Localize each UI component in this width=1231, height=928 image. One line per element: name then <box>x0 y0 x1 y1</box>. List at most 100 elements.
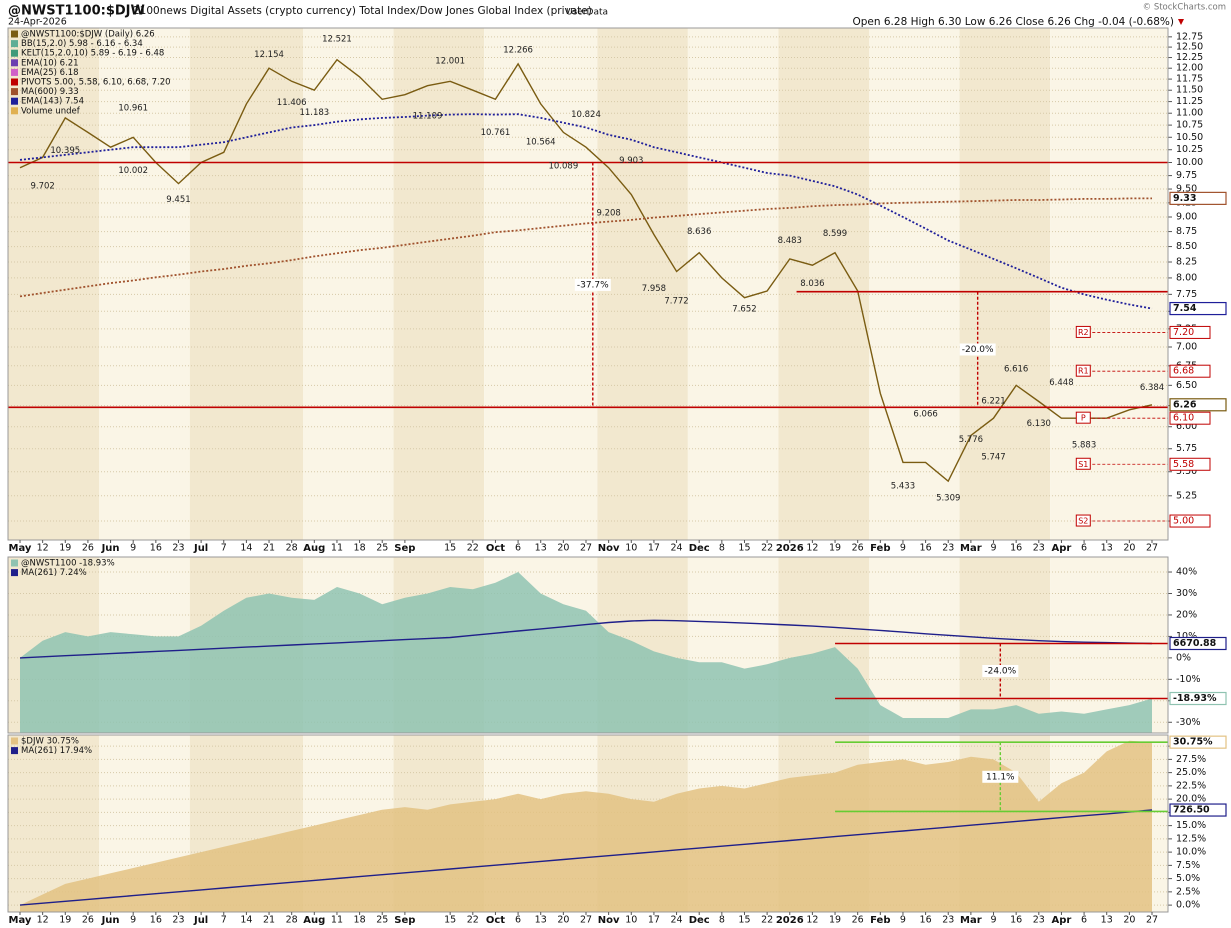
legend-label: EMA(143) 7.54 <box>21 97 84 107</box>
y-tick-label: 22.5% <box>1176 780 1206 791</box>
y-tick-label: 15.0% <box>1176 820 1206 831</box>
point-label: 7.652 <box>732 304 756 314</box>
legend-label: MA(600) 9.33 <box>21 87 79 97</box>
x-tick-label: 25 <box>376 915 388 926</box>
y-tick-label: 10.25 <box>1176 144 1203 155</box>
x-tick-label: 13 <box>1101 543 1113 554</box>
legend-label: EMA(25) 6.18 <box>21 68 79 78</box>
y-tick-label: 11.00 <box>1176 108 1203 119</box>
x-tick-label: 12 <box>806 915 818 926</box>
point-label: 9.903 <box>619 156 643 166</box>
y-tick-label: 12.5% <box>1176 833 1206 844</box>
x-tick-label: Apr <box>1052 543 1072 554</box>
x-tick-label: Oct <box>486 543 505 554</box>
y-tick-label: 5.25 <box>1176 490 1197 501</box>
y-tick-label: 30% <box>1176 588 1197 599</box>
series-line <box>19 619 1153 659</box>
x-tick-label: 2026 <box>776 915 804 926</box>
x-tick-label: 20 <box>1123 543 1135 554</box>
x-tick-label: 15 <box>444 543 456 554</box>
x-tick-label: Mar <box>960 915 982 926</box>
x-tick-label: 27 <box>580 915 592 926</box>
x-tick-label: 21 <box>263 915 275 926</box>
x-tick-label: 23 <box>942 915 954 926</box>
x-tick-label: 23 <box>1033 543 1045 554</box>
x-tick-label: 9 <box>130 915 136 926</box>
x-tick-label: Sep <box>394 543 415 554</box>
x-tick-label: Oct <box>486 915 505 926</box>
value-tag-label: 7.20 <box>1173 327 1194 338</box>
point-label: 10.761 <box>481 128 511 138</box>
y-tick-label: 27.5% <box>1176 754 1206 765</box>
x-tick-label: Jul <box>193 915 208 926</box>
legend-swatch <box>11 747 18 755</box>
point-label: 12.001 <box>435 57 465 67</box>
pivot-label: R2 <box>1078 328 1089 337</box>
measure-label: -24.0% <box>984 667 1016 677</box>
x-tick-label: 10 <box>625 915 637 926</box>
legend-swatch <box>11 68 18 76</box>
measure-label-bg <box>959 343 996 356</box>
x-tick-label: Feb <box>870 543 890 554</box>
point-label: 11.406 <box>277 98 307 108</box>
y-tick-label: 10.0% <box>1176 847 1206 858</box>
x-tick-label: 14 <box>240 543 252 554</box>
quote-label: Open 6.28 High 6.30 Low 6.26 Close 6.26 … <box>852 16 1174 28</box>
x-tick-label: 28 <box>286 915 298 926</box>
point-label: 8.036 <box>800 279 824 289</box>
x-tick-label: 9 <box>990 543 996 554</box>
month-band <box>869 28 960 540</box>
x-tick-label: Jun <box>101 915 120 926</box>
x-tick-label: 23 <box>1033 915 1045 926</box>
value-tag-label: 9.33 <box>1173 193 1196 204</box>
x-tick-label: 26 <box>852 915 864 926</box>
legend-label: BB(15,2.0) 5.98 - 6.16 - 6.34 <box>21 39 143 49</box>
chart-title: @NWST1100:$DJW <box>8 4 145 19</box>
x-tick-label: May <box>9 543 32 554</box>
x-tick-label: 12 <box>806 543 818 554</box>
measure-label-bg <box>982 665 1019 678</box>
point-label: 5.309 <box>936 494 960 504</box>
value-tag <box>1169 191 1227 205</box>
point-label: 5.776 <box>959 435 983 445</box>
legend-label: KELT(15,2.0,10) 5.89 - 6.19 - 6.48 <box>21 49 164 59</box>
month-band <box>393 28 485 540</box>
y-tick-label: 10% <box>1176 631 1197 642</box>
y-tick-label: 25.0% <box>1176 767 1206 778</box>
series-line <box>19 197 1152 298</box>
x-tick-label: 8 <box>719 543 725 554</box>
legend-swatch <box>11 59 18 67</box>
legend-label: @NWST1100:$DJW (Daily) 6.26 <box>21 30 155 40</box>
month-band <box>303 28 394 540</box>
x-tick-label: 15 <box>738 543 750 554</box>
legend-label: PIVOTS 5.00, 5.58, 6.10, 6.68, 7.20 <box>21 78 171 88</box>
point-label: 7.772 <box>664 296 688 306</box>
credit-label: © StockCharts.com <box>1143 3 1226 13</box>
x-tick-label: 11 <box>331 543 343 554</box>
x-tick-label: 20 <box>1123 915 1135 926</box>
measure-label: -37.7% <box>577 280 609 290</box>
point-label: 10.961 <box>118 104 148 114</box>
point-label: 5.747 <box>981 453 1005 463</box>
point-label: 10.089 <box>548 161 578 171</box>
series-area <box>20 740 1152 912</box>
change-arrow <box>1178 19 1184 25</box>
y-tick-label: 8.00 <box>1176 272 1197 283</box>
x-tick-label: 26 <box>82 543 94 554</box>
x-tick-label: 26 <box>852 543 864 554</box>
point-label: 6.384 <box>1140 383 1164 393</box>
x-tick-label: 7 <box>221 915 227 926</box>
x-tick-label: Jun <box>101 543 120 554</box>
x-tick-label: 12 <box>37 915 49 926</box>
x-tick-label: Jul <box>193 543 208 554</box>
y-tick-label: 0% <box>1176 652 1191 663</box>
x-tick-label: 18 <box>354 543 366 554</box>
x-tick-label: 9 <box>130 543 136 554</box>
date-label: 24-Apr-2026 <box>8 17 67 28</box>
x-tick-label: Nov <box>598 543 620 554</box>
x-tick-label: 16 <box>920 543 932 554</box>
month-band <box>959 28 1051 540</box>
month-band <box>1050 28 1168 540</box>
series-line <box>19 809 1153 906</box>
legend-swatch <box>11 78 18 86</box>
